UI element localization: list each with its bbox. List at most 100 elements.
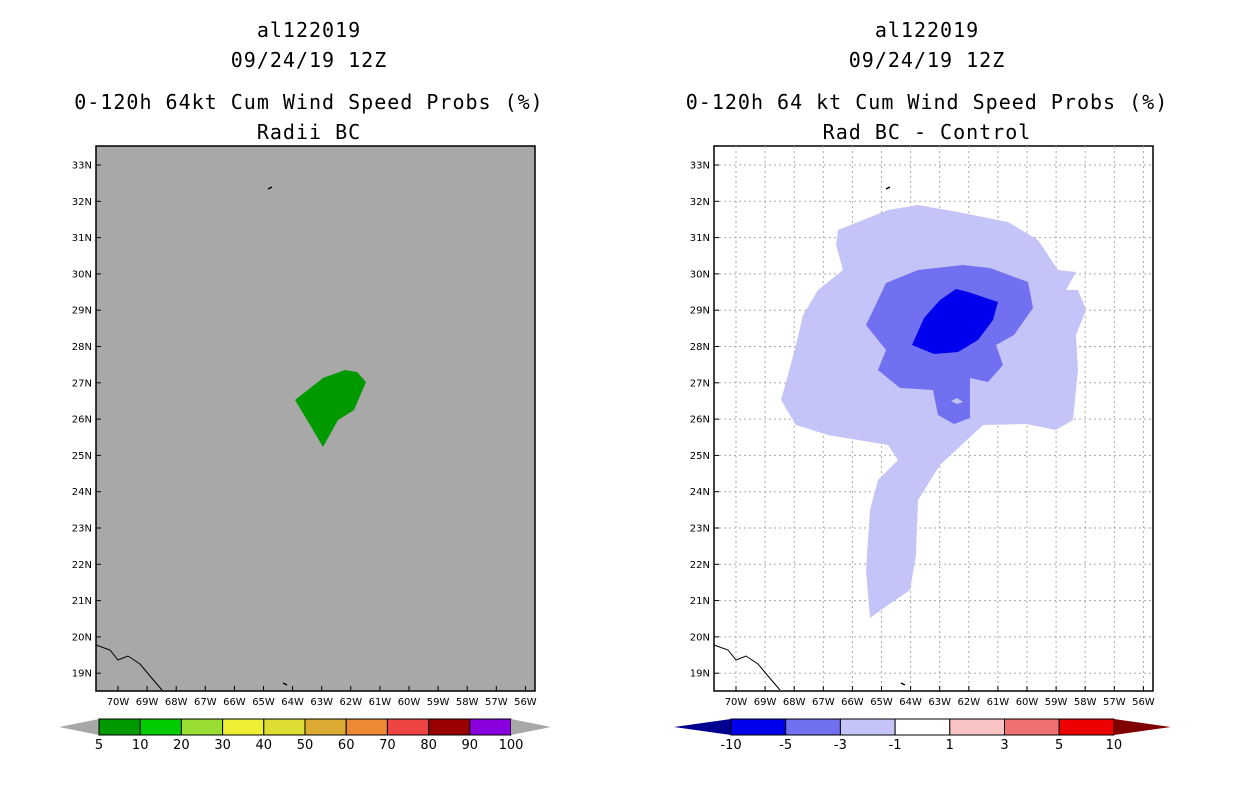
lat-tick-label: 25N [690, 451, 710, 462]
lat-tick-label: 31N [690, 233, 710, 244]
lat-tick-label: 22N [690, 560, 710, 571]
lat-tick-label: 24N [690, 487, 710, 498]
legend-color-bin [263, 718, 306, 736]
island [885, 186, 891, 190]
lat-tick-label: 30N [690, 269, 710, 280]
latitude-axis: 33N 32N 31N 30N 29N 28N 27N 26N 25N 24N 23N 22N 21N 2… [690, 161, 719, 680]
legend-low-arrow [59, 719, 99, 735]
longitude-axis: 70W 69W 68W 67W 66W 65W 64W 63W 62W 61W 60W 59W 58W 5… [107, 686, 537, 708]
left-map-svg: 33N 32N 31N 30N 29N 28N 27N 26N 25N 24N 23N 22N 21N 2… [59, 145, 551, 753]
legend-color-bin [1004, 718, 1060, 736]
right-map-svg: 33N 32N 31N 30N 29N 28N 27N 26N 25N 24N 23N 22N 21N 2… [674, 145, 1171, 753]
legend-color-bin [345, 718, 388, 736]
right-panel: al122019 09/24/19 12Z 0-120h 64 kt Cum W… [618, 0, 1236, 800]
chart-subtitle: Rad BC - Control [822, 120, 1032, 144]
legend-label: 90 [462, 738, 479, 753]
lon-tick-label: 70W [107, 697, 130, 708]
coastline [95, 644, 163, 691]
lon-tick-label: 56W [1132, 697, 1155, 708]
lon-tick-label: 68W [783, 697, 806, 708]
legend-label: 1 [946, 738, 954, 753]
legend-label: 40 [256, 738, 273, 753]
lon-tick-label: 65W [870, 697, 893, 708]
legend-label: 30 [214, 738, 231, 753]
island [267, 186, 273, 190]
lat-tick-label: 31N [72, 233, 92, 244]
legend-color-bin [730, 718, 787, 736]
island [900, 682, 906, 686]
lat-tick-label: 21N [72, 596, 92, 607]
lat-tick-label: 19N [72, 669, 92, 680]
lat-tick-label: 27N [72, 378, 92, 389]
lat-tick-label: 24N [72, 487, 92, 498]
lon-tick-label: 70W [725, 697, 748, 708]
lon-tick-label: 61W [369, 697, 392, 708]
chart-title: 0-120h 64kt Cum Wind Speed Probs (%) [74, 90, 544, 114]
lat-tick-label: 22N [72, 560, 92, 571]
chart-title: 0-120h 64 kt Cum Wind Speed Probs (%) [685, 90, 1169, 114]
legend-low-arrow [674, 719, 731, 735]
lat-tick-label: 25N [72, 451, 92, 462]
lat-tick-label: 33N [72, 161, 92, 172]
lon-tick-label: 59W [427, 697, 450, 708]
legend-high-arrow [511, 719, 551, 735]
lon-tick-label: 58W [456, 697, 479, 708]
lon-tick-label: 67W [812, 697, 835, 708]
legend-label: 50 [297, 738, 314, 753]
legend-color-bin [304, 718, 347, 736]
lon-tick-label: 62W [957, 697, 980, 708]
legend-high-arrow [1113, 719, 1171, 735]
lat-tick-label: 20N [690, 632, 710, 643]
forecast-datetime: 09/24/19 12Z [230, 48, 388, 72]
lon-tick-label: 63W [928, 697, 951, 708]
legend-color-bin [949, 718, 1005, 736]
legend-label: 5 [1055, 738, 1063, 753]
legend-color-bin [839, 718, 896, 736]
lon-tick-label: 58W [1074, 697, 1097, 708]
storm-id: al122019 [256, 18, 362, 42]
legend-color-bin [180, 718, 224, 736]
lon-tick-label: 63W [310, 697, 333, 708]
chart-subtitle: Radii BC [256, 120, 362, 144]
contour-neg10-to-neg5 [912, 289, 998, 354]
lat-tick-label: 23N [72, 524, 92, 535]
legend-color-bin [469, 718, 512, 736]
lat-tick-label: 29N [72, 306, 92, 317]
legend-color-bin [785, 718, 841, 736]
coastline [713, 644, 781, 691]
storm-id: al122019 [874, 18, 980, 42]
lat-tick-label: 32N [690, 197, 710, 208]
legend-label: 5 [95, 738, 103, 753]
lon-tick-label: 57W [485, 697, 508, 708]
legend-label: -10 [720, 738, 741, 753]
lon-tick-label: 64W [281, 697, 304, 708]
latitude-axis: 33N 32N 31N 30N 29N 28N 27N 26N 25N 24N 23N 22N 21N 2… [72, 161, 101, 680]
lat-tick-label: 27N [690, 378, 710, 389]
legend-label: -5 [779, 738, 792, 753]
contour-neg3-to-neg1 [951, 398, 963, 404]
legend-label: -1 [889, 738, 902, 753]
lat-tick-label: 19N [690, 669, 710, 680]
longitude-axis: 70W 69W 68W 67W 66W 65W 64W 63W 62W 61W 60W 59W 58W 5… [725, 686, 1155, 708]
lat-tick-label: 21N [690, 596, 710, 607]
legend-label: 100 [499, 738, 524, 753]
legend-color-bin [222, 718, 265, 736]
lon-tick-label: 62W [339, 697, 362, 708]
legend-label: 10 [132, 738, 149, 753]
forecast-datetime: 09/24/19 12Z [848, 48, 1006, 72]
legend-label: 3 [1000, 738, 1008, 753]
legend-color-bin [386, 718, 430, 736]
lon-tick-label: 69W [136, 697, 159, 708]
lat-tick-label: 20N [72, 632, 92, 643]
legend-color-bin [894, 718, 951, 736]
color-legend: -10 -5 -3 -1 1 3 5 10 [674, 718, 1171, 753]
left-panel: al122019 09/24/19 12Z 0-120h 64kt Cum Wi… [59, 18, 551, 753]
lon-tick-label: 60W [398, 697, 421, 708]
lat-tick-label: 33N [690, 161, 710, 172]
lon-tick-label: 56W [514, 697, 537, 708]
legend-label: -3 [834, 738, 847, 753]
lat-tick-label: 28N [72, 342, 92, 353]
lon-tick-label: 64W [899, 697, 922, 708]
lat-tick-label: 30N [72, 269, 92, 280]
lat-tick-label: 28N [690, 342, 710, 353]
